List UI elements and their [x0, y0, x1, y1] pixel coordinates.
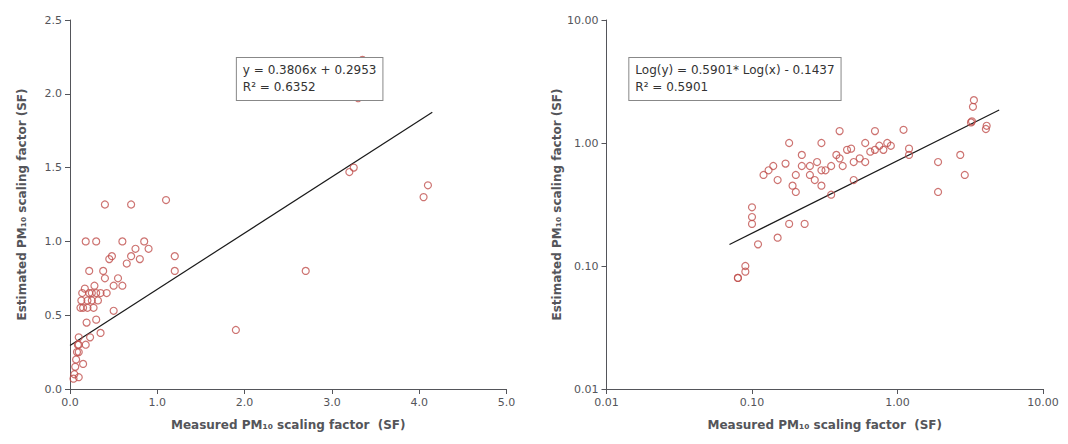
svg-text:0.0: 0.0 — [61, 396, 79, 409]
svg-text:Estimated PM₁₀ scaling factor: Estimated PM₁₀ scaling factor (SF) — [15, 88, 29, 320]
svg-text:0.10: 0.10 — [574, 260, 599, 273]
svg-text:2.0: 2.0 — [236, 396, 254, 409]
svg-text:Measured PM₁₀ scaling factor: Measured PM₁₀ scaling factor (SF) — [171, 418, 406, 432]
svg-text:4.0: 4.0 — [410, 396, 428, 409]
svg-text:1.5: 1.5 — [45, 161, 63, 174]
svg-text:1.00: 1.00 — [574, 137, 599, 150]
svg-text:2.5: 2.5 — [45, 14, 63, 27]
svg-text:0.01: 0.01 — [594, 396, 619, 409]
svg-text:2.0: 2.0 — [45, 87, 63, 100]
svg-text:1.00: 1.00 — [885, 396, 910, 409]
svg-text:Measured PM₁₀ scaling factor: Measured PM₁₀ scaling factor (SF) — [708, 418, 943, 432]
svg-text:0.01: 0.01 — [574, 383, 599, 396]
svg-text:R² = 0.6352: R² = 0.6352 — [243, 80, 316, 94]
svg-text:Estimated PM₁₀ scaling factor: Estimated PM₁₀ scaling factor (SF) — [550, 88, 564, 320]
svg-text:R² = 0.5901: R² = 0.5901 — [635, 80, 708, 94]
svg-text:1.0: 1.0 — [149, 396, 167, 409]
svg-text:0.0: 0.0 — [45, 383, 63, 396]
svg-text:Log(y) = 0.5901* Log(x) - 0.14: Log(y) = 0.5901* Log(x) - 0.1437 — [635, 63, 834, 77]
svg-text:0.10: 0.10 — [740, 396, 765, 409]
svg-text:10.00: 10.00 — [567, 14, 599, 27]
svg-text:5.0: 5.0 — [498, 396, 516, 409]
svg-text:0.5: 0.5 — [45, 309, 63, 322]
svg-text:10.00: 10.00 — [1027, 396, 1059, 409]
svg-text:y = 0.3806x + 0.2953: y = 0.3806x + 0.2953 — [243, 63, 377, 77]
svg-text:1.0: 1.0 — [45, 235, 63, 248]
svg-text:3.0: 3.0 — [323, 396, 341, 409]
